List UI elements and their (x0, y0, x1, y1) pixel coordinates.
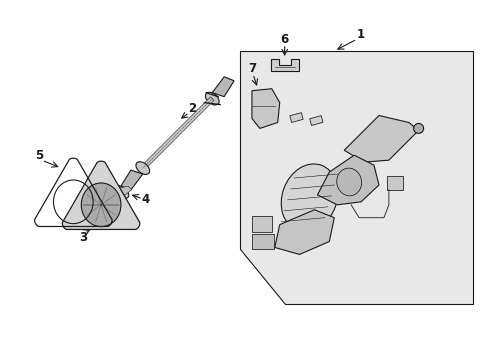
Ellipse shape (281, 164, 337, 232)
Polygon shape (240, 51, 472, 304)
Polygon shape (121, 170, 142, 190)
Polygon shape (251, 89, 279, 129)
Ellipse shape (336, 168, 361, 196)
Bar (289, 113, 303, 122)
Polygon shape (317, 155, 378, 205)
Bar (386, 176, 402, 190)
Polygon shape (141, 97, 214, 170)
Polygon shape (62, 161, 140, 229)
Text: 2: 2 (188, 102, 196, 115)
Ellipse shape (81, 183, 121, 227)
Polygon shape (117, 186, 131, 195)
Bar (251, 216, 271, 231)
Ellipse shape (136, 162, 149, 175)
Circle shape (413, 123, 423, 133)
Bar (309, 116, 322, 125)
Polygon shape (274, 210, 334, 255)
Text: 6: 6 (280, 33, 288, 46)
Polygon shape (212, 77, 234, 96)
Polygon shape (344, 116, 418, 162)
Text: 7: 7 (247, 62, 256, 75)
Ellipse shape (117, 188, 125, 195)
Text: 5: 5 (36, 149, 43, 162)
Text: 4: 4 (142, 193, 150, 206)
Ellipse shape (205, 92, 219, 105)
Text: 1: 1 (356, 28, 365, 41)
Polygon shape (270, 59, 298, 71)
Text: 3: 3 (79, 231, 87, 244)
Ellipse shape (113, 185, 128, 198)
Bar (251, 234, 273, 249)
